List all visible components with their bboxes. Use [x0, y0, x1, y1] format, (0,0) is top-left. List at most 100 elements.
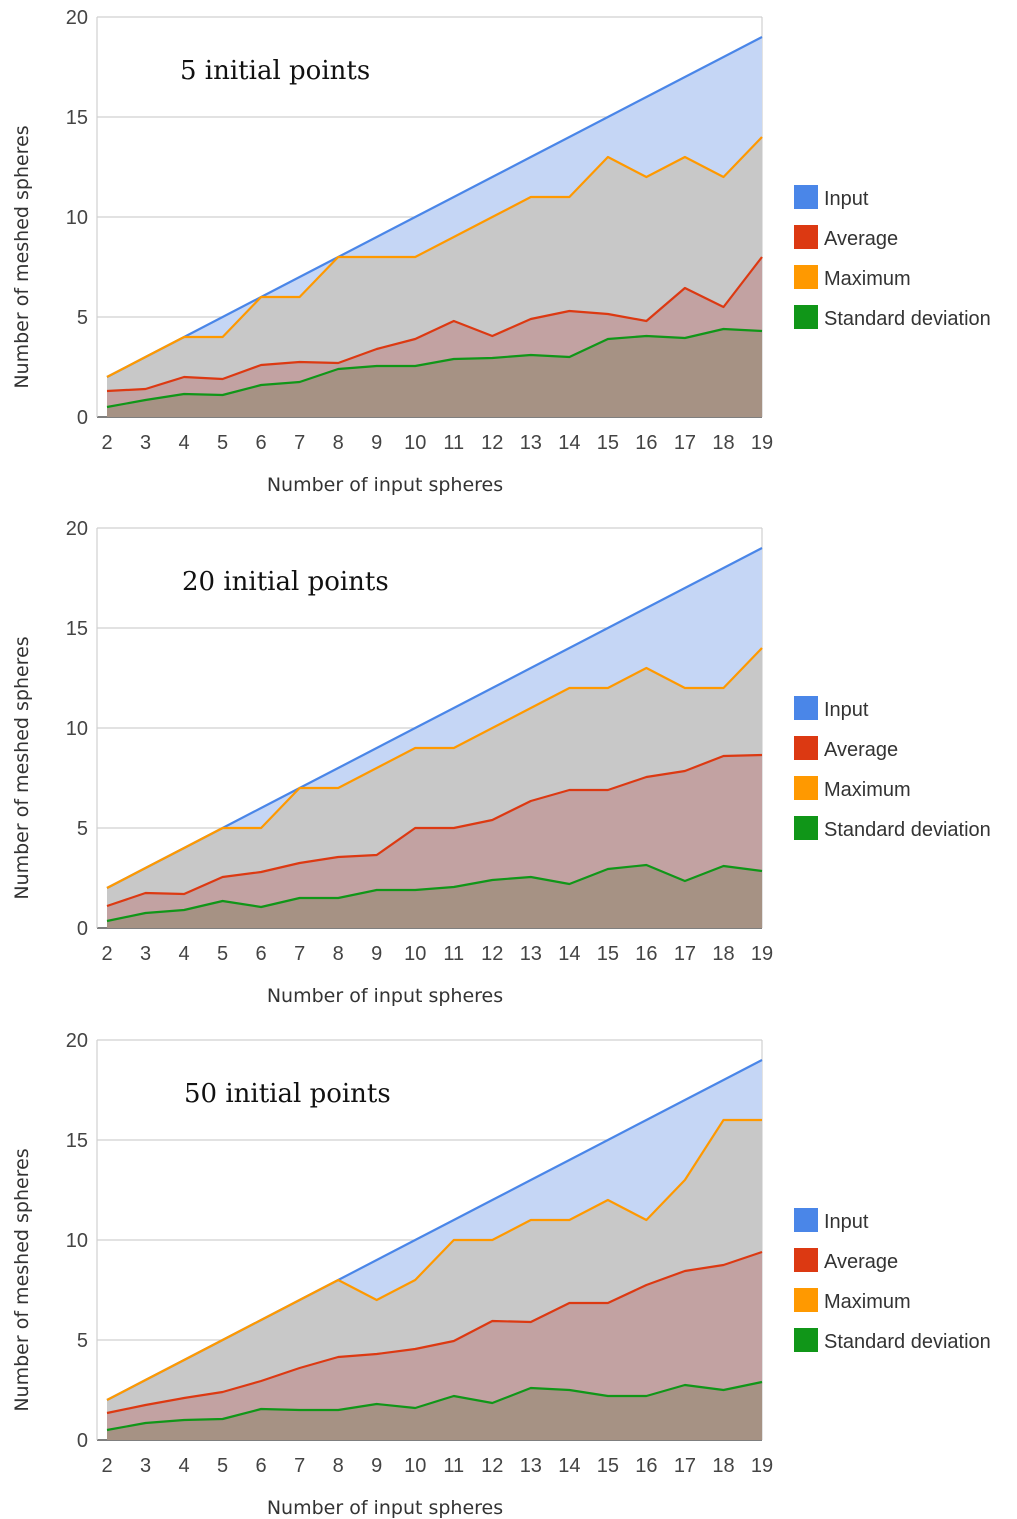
x-tick-label: 7: [294, 1455, 305, 1477]
x-tick-label: 14: [558, 943, 580, 965]
x-tick-label: 7: [294, 943, 305, 965]
legend-swatch: [794, 1328, 818, 1352]
x-tick-label: 5: [217, 1455, 228, 1477]
x-tick-label: 2: [101, 1455, 112, 1477]
legend-swatch: [794, 776, 818, 800]
legend-swatch: [794, 305, 818, 329]
x-tick-label: 6: [256, 1455, 267, 1477]
legend-swatch: [794, 1208, 818, 1232]
x-tick-label: 2: [101, 943, 112, 965]
x-tick-label: 12: [481, 1455, 503, 1477]
chart-title: 20 initial points: [182, 567, 389, 597]
x-tick-label: 16: [635, 432, 657, 454]
x-tick-label: 6: [256, 432, 267, 454]
legend-label: Average: [824, 228, 898, 250]
chart-3: 0 5 10 15 20 2 3 4 5 6 7 8 9 10 11 12 13 14 15 16 17 18 19 Numb…: [11, 1030, 991, 1519]
legend-swatch: [794, 696, 818, 720]
legend-label: Maximum: [824, 779, 911, 801]
legend-swatch: [794, 736, 818, 760]
y-tick-label: 0: [77, 1430, 88, 1452]
x-tick-label: 13: [520, 1455, 542, 1477]
x-tick-label: 14: [558, 432, 580, 454]
y-tick-label: 0: [77, 407, 88, 429]
x-tick-label: 13: [520, 943, 542, 965]
x-tick-label: 17: [674, 432, 696, 454]
legend-label: Average: [824, 1251, 898, 1273]
x-tick-label: 2: [101, 432, 112, 454]
x-tick-label: 3: [140, 1455, 151, 1477]
x-tick-label: 10: [404, 943, 426, 965]
y-axis-title: Number of meshed spheres: [11, 636, 33, 899]
x-tick-label: 10: [404, 432, 426, 454]
x-tick-label: 19: [751, 1455, 773, 1477]
x-tick-label: 13: [520, 432, 542, 454]
legend-label: Maximum: [824, 1291, 911, 1313]
x-tick-label: 4: [178, 1455, 189, 1477]
y-tick-label: 10: [66, 207, 88, 229]
x-tick-label: 11: [443, 432, 464, 454]
x-tick-label: 15: [597, 1455, 619, 1477]
y-tick-label: 5: [77, 307, 88, 329]
x-tick-label: 18: [712, 1455, 734, 1477]
x-tick-label: 18: [712, 432, 734, 454]
y-axis-title: Number of meshed spheres: [11, 125, 33, 388]
chart-2: 0 5 10 15 20 2 3 4 5 6 7 8 9 10 11 12 13 14 15 16 17 18 19 Numb…: [11, 518, 991, 1007]
legend-label: Input: [824, 188, 869, 210]
chart-title: 50 initial points: [184, 1079, 391, 1109]
x-tick-label: 11: [443, 943, 464, 965]
x-axis-title: Number of input spheres: [267, 985, 503, 1007]
x-tick-label: 9: [371, 1455, 382, 1477]
y-tick-label: 0: [77, 918, 88, 940]
legend-swatch: [794, 185, 818, 209]
y-tick-label: 10: [66, 718, 88, 740]
x-tick-label: 4: [178, 432, 189, 454]
x-tick-label: 16: [635, 1455, 657, 1477]
chart-1: 0 5 10 15 20 2 3 4 5 6 7 8 9 10 11 12 13 14 15 16 17 18 19 Numb…: [11, 7, 991, 496]
x-tick-label: 9: [371, 432, 382, 454]
chart-title: 5 initial points: [180, 56, 370, 86]
x-tick-label: 15: [597, 943, 619, 965]
x-tick-label: 9: [371, 943, 382, 965]
legend-label: Standard deviation: [824, 308, 991, 330]
y-tick-label: 20: [66, 518, 88, 540]
x-tick-label: 15: [597, 432, 619, 454]
x-tick-label: 12: [481, 432, 503, 454]
x-tick-label: 14: [558, 1455, 580, 1477]
legend-label: Standard deviation: [824, 1331, 991, 1353]
x-tick-label: 6: [256, 943, 267, 965]
y-tick-label: 20: [66, 7, 88, 29]
x-tick-label: 7: [294, 432, 305, 454]
x-tick-label: 5: [217, 943, 228, 965]
x-tick-label: 8: [333, 1455, 344, 1477]
x-tick-label: 16: [635, 943, 657, 965]
y-tick-label: 20: [66, 1030, 88, 1052]
x-tick-label: 17: [674, 943, 696, 965]
y-tick-label: 15: [66, 618, 88, 640]
x-tick-label: 8: [333, 432, 344, 454]
y-tick-label: 15: [66, 107, 88, 129]
legend-label: Standard deviation: [824, 819, 991, 841]
x-tick-label: 3: [140, 432, 151, 454]
x-tick-label: 8: [333, 943, 344, 965]
x-tick-label: 19: [751, 432, 773, 454]
legend-swatch: [794, 1288, 818, 1312]
x-tick-label: 4: [178, 943, 189, 965]
legend-label: Average: [824, 739, 898, 761]
x-tick-label: 5: [217, 432, 228, 454]
legend-label: Maximum: [824, 268, 911, 290]
x-axis-title: Number of input spheres: [267, 474, 503, 496]
x-tick-label: 19: [751, 943, 773, 965]
legend-swatch: [794, 816, 818, 840]
x-tick-label: 11: [443, 1455, 464, 1477]
legend-label: Input: [824, 699, 869, 721]
y-tick-label: 5: [77, 818, 88, 840]
legend-swatch: [794, 265, 818, 289]
y-axis-title: Number of meshed spheres: [11, 1148, 33, 1411]
legend-swatch: [794, 225, 818, 249]
legend-label: Input: [824, 1211, 869, 1233]
y-tick-label: 15: [66, 1130, 88, 1152]
x-tick-label: 12: [481, 943, 503, 965]
y-tick-label: 10: [66, 1230, 88, 1252]
x-axis-title: Number of input spheres: [267, 1497, 503, 1519]
